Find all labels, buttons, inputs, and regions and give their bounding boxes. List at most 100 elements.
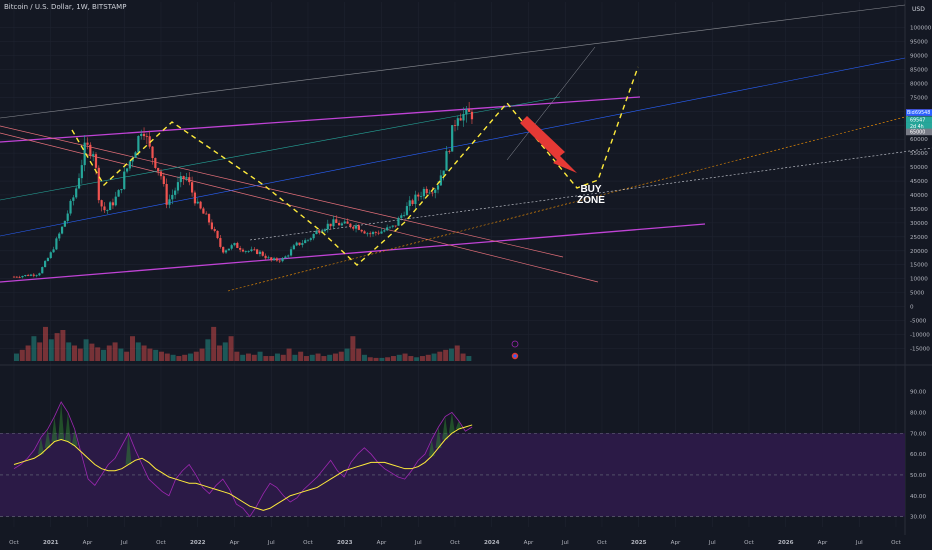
candle	[275, 258, 279, 261]
candle	[83, 142, 86, 166]
volume-bar	[425, 354, 431, 361]
candle	[174, 190, 177, 195]
volume-bar	[141, 345, 147, 361]
y-tick-label: 90000	[910, 53, 928, 59]
candle	[168, 199, 171, 205]
volume-bar	[37, 342, 43, 361]
volume-bar	[124, 351, 130, 361]
volume-bar	[414, 357, 420, 361]
trend-line	[0, 125, 564, 258]
volume-bar	[31, 336, 37, 361]
candle	[148, 136, 151, 147]
volume-bar	[60, 330, 66, 361]
candle	[312, 234, 315, 239]
volume-bar	[158, 351, 164, 361]
candle	[80, 165, 83, 179]
candle	[239, 247, 242, 250]
y-tick-label: -5000	[910, 319, 927, 325]
candle	[190, 182, 194, 193]
candle	[272, 258, 276, 261]
projection-path	[71, 66, 639, 266]
x-tick-label: Apr	[230, 540, 240, 546]
x-tick-label: Jul	[120, 540, 128, 546]
rsi-tick-label: 50.00	[910, 473, 926, 479]
volume-bar	[460, 353, 466, 361]
candle	[289, 249, 293, 256]
volume-bar	[356, 348, 362, 361]
candle	[247, 251, 250, 252]
candle	[72, 197, 75, 201]
volume-bar	[147, 348, 153, 361]
volume-bar	[135, 342, 141, 361]
chart-title: Bitcoin / U.S. Dollar, 1W, BITSTAMP	[4, 3, 127, 11]
candle	[343, 221, 346, 224]
candle	[388, 226, 392, 228]
x-tick-label: Oct	[303, 540, 313, 546]
price-tag-label: Bid	[907, 110, 915, 116]
candle	[270, 257, 273, 261]
volume-bar	[222, 342, 228, 361]
price-tag	[906, 122, 932, 130]
candle	[29, 274, 33, 276]
rsi-line	[13, 401, 473, 518]
y-tick-label: 45000	[910, 179, 928, 185]
candle	[462, 114, 465, 121]
volume-bar	[338, 351, 344, 361]
candle	[284, 256, 287, 259]
candle	[111, 202, 115, 206]
candle	[165, 184, 168, 205]
trend-line	[249, 147, 932, 241]
volume-bar	[292, 354, 298, 361]
candle	[354, 225, 358, 229]
candle	[425, 188, 428, 194]
candle	[154, 158, 157, 168]
candle	[411, 200, 414, 205]
candle	[224, 250, 228, 253]
candle	[86, 142, 89, 145]
candle	[199, 201, 202, 209]
x-tick-label: Apr	[671, 540, 681, 546]
volume-bar	[199, 348, 205, 361]
candle	[179, 176, 182, 183]
x-tick-label: Oct	[156, 540, 166, 546]
volume-bar	[332, 353, 338, 361]
candle	[43, 261, 47, 268]
rsi-band	[0, 432, 905, 517]
volume-bar	[42, 326, 48, 361]
y-tick-label: 5000	[910, 291, 925, 297]
volume-bars	[14, 326, 472, 361]
candle	[369, 233, 372, 235]
y-tick-label: 10000	[910, 277, 928, 283]
candle	[434, 189, 437, 193]
rsi-tick-label: 70.00	[910, 431, 926, 437]
candle	[380, 231, 383, 234]
candle	[436, 185, 440, 190]
rsi-tick-label: 80.00	[910, 410, 926, 416]
volume-bar	[454, 345, 460, 361]
volume-bar	[390, 356, 396, 361]
candle	[408, 200, 411, 207]
candle	[309, 238, 312, 240]
candle	[213, 229, 216, 231]
candle	[431, 192, 434, 194]
rsi-tick-label: 60.00	[910, 452, 926, 458]
x-tick-label: Apr	[524, 540, 534, 546]
candle	[400, 215, 403, 218]
rsi-tick-label: 40.00	[910, 494, 926, 500]
candle	[414, 194, 417, 205]
candle	[465, 108, 468, 115]
candle	[386, 227, 389, 231]
x-tick-label: 2023	[337, 540, 353, 546]
volume-bar	[205, 339, 211, 361]
candle	[287, 255, 290, 257]
volume-bar	[274, 353, 280, 361]
volume-bar	[327, 354, 333, 361]
candle	[176, 182, 180, 191]
rsi-tick-label: 90.00	[910, 390, 926, 396]
volume-bar	[193, 351, 199, 361]
y-tick-label: 20000	[910, 249, 928, 255]
x-tick-label: Oct	[744, 540, 754, 546]
candle	[349, 223, 352, 228]
